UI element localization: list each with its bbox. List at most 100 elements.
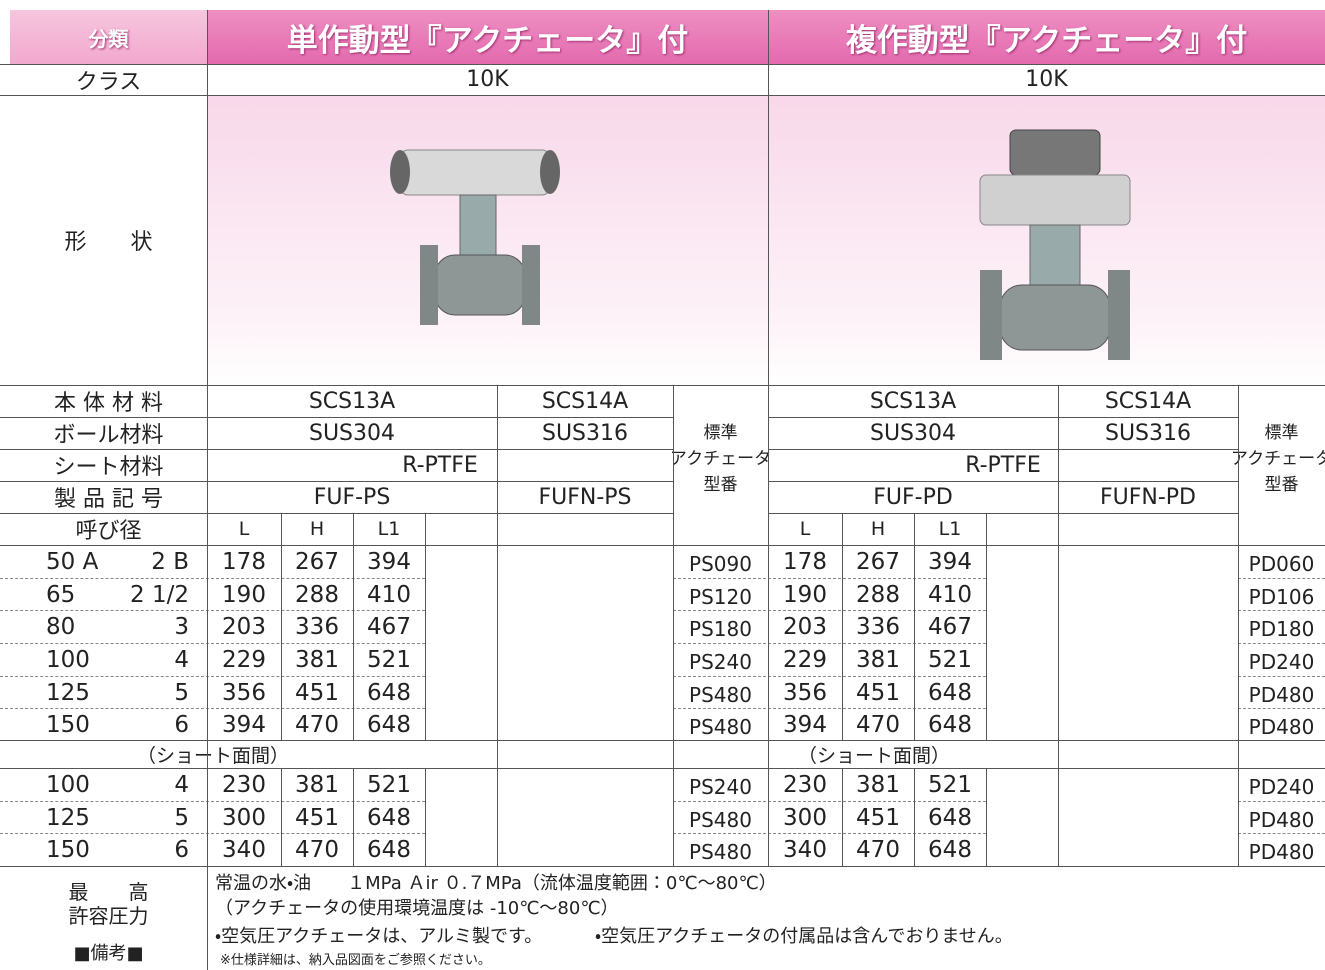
note-label: ■備考■ (73, 943, 144, 964)
size-b: 5 (174, 679, 189, 706)
dimension: 356 (222, 679, 266, 706)
dimension: 521 (928, 646, 972, 673)
header-cell: 複作動型『アクチェータ』付 (845, 22, 1248, 59)
cell: R-PTFE (402, 452, 478, 478)
size-a: 100 (46, 646, 90, 673)
section-label: （ショート面間） (798, 744, 951, 767)
dimension: 648 (367, 679, 411, 706)
valve-photo (979, 129, 1131, 360)
dimension: 521 (928, 771, 972, 798)
dimension: 381 (295, 771, 339, 798)
size-b: 5 (174, 804, 189, 831)
rule (0, 481, 673, 482)
rule (1238, 385, 1239, 866)
rule (1238, 578, 1325, 579)
dimension: 648 (928, 711, 972, 738)
col-header: L (238, 518, 250, 540)
size-a: 65 (46, 581, 76, 608)
cell: SCS13A (308, 388, 396, 414)
rule (0, 866, 1325, 867)
dimension: 267 (295, 548, 339, 575)
dimension: 467 (928, 613, 972, 640)
rule (673, 676, 986, 677)
dimension: 229 (222, 646, 266, 673)
row-label: 形 状 (64, 230, 153, 255)
rule (842, 513, 843, 740)
rule (0, 64, 1325, 65)
dimension: 267 (856, 548, 900, 575)
dimension: 648 (928, 836, 972, 863)
dimension: 394 (367, 548, 411, 575)
rule (842, 768, 843, 866)
note-label: 許容圧力 (68, 903, 149, 928)
dimension: 203 (783, 613, 827, 640)
size-b: 2 B (151, 548, 189, 575)
dimension: 190 (222, 581, 266, 608)
rule (768, 481, 1238, 482)
dimension: 190 (783, 581, 827, 608)
rule (0, 610, 425, 611)
dimension: 470 (856, 836, 900, 863)
cell: FUFN-PD (1099, 484, 1196, 510)
rule (425, 768, 426, 866)
row-label: 本 体 材 料 (54, 391, 163, 416)
rule (0, 833, 425, 834)
rule (0, 417, 673, 418)
photo-bg (207, 95, 1325, 385)
size-b: 4 (174, 646, 189, 673)
size-a: 50 A (46, 548, 99, 575)
rule (1058, 385, 1059, 866)
cell: R-PTFE (965, 452, 1041, 478)
dimension: 451 (295, 679, 339, 706)
note: ※仕様詳細は、納入品図面をご参照ください。 (220, 952, 491, 968)
rule (673, 801, 986, 802)
dimension: 230 (222, 771, 266, 798)
dimension: 203 (222, 613, 266, 640)
actuator-model: PD480 (1248, 682, 1315, 707)
actuator-model: PD480 (1248, 714, 1315, 739)
rule (1238, 610, 1325, 611)
rule (673, 610, 986, 611)
actuator-model: PD240 (1248, 774, 1315, 799)
dimension: 470 (856, 711, 900, 738)
dimension: 178 (783, 548, 827, 575)
col-header: L (799, 518, 811, 540)
dimension: 648 (928, 679, 972, 706)
dimension: 394 (222, 711, 266, 738)
actuator-model: PS480 (689, 807, 752, 832)
rule (497, 385, 498, 866)
rule (0, 708, 425, 709)
actuator-model: PS480 (689, 682, 752, 707)
cell: SCS14A (541, 388, 629, 414)
actuator-model: PD106 (1248, 584, 1315, 609)
dimension: 451 (856, 804, 900, 831)
rule (425, 513, 426, 740)
size-b: 6 (174, 836, 189, 863)
size-b: 4 (174, 771, 189, 798)
actuator-header: アクチェータ (669, 448, 772, 469)
row-label: クラス (75, 69, 142, 95)
cell: FUFN-PS (538, 484, 632, 510)
col-header: L1 (938, 518, 962, 540)
rule (0, 513, 673, 514)
actuator-model: PS180 (689, 616, 752, 641)
rule (673, 833, 986, 834)
header-cell: 分類 (88, 26, 129, 51)
size-a: 125 (46, 679, 90, 706)
size-a: 150 (46, 711, 90, 738)
rule (281, 768, 282, 866)
actuator-model: PS480 (689, 714, 752, 739)
rule (0, 545, 1325, 546)
dimension: 300 (222, 804, 266, 831)
dimension: 467 (367, 613, 411, 640)
rule (1238, 833, 1325, 834)
header-bg (10, 10, 207, 64)
rule (0, 643, 425, 644)
col-header: H (870, 518, 886, 540)
cell: SUS316 (541, 420, 629, 446)
col-header: H (309, 518, 325, 540)
rule (0, 385, 1325, 386)
rule (673, 708, 986, 709)
size-a: 125 (46, 804, 90, 831)
